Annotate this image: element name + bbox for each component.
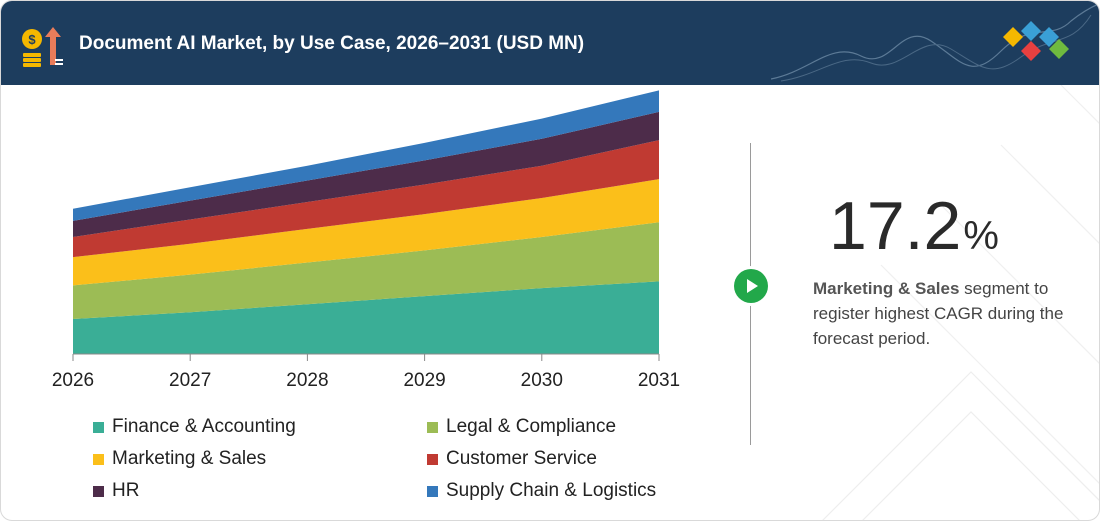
area-series-4: [73, 111, 659, 237]
area-series-3: [73, 140, 659, 258]
legend-swatch: [427, 485, 438, 497]
header-wave-decoration: [771, 3, 1099, 82]
cagr-description: Marketing & Sales segment to register hi…: [813, 276, 1073, 351]
legend-label: Legal & Compliance: [446, 416, 617, 437]
brand-logo: [1003, 21, 1069, 61]
chart-areas: [73, 90, 659, 354]
play-icon: [747, 279, 758, 293]
svg-text:$: $: [28, 32, 36, 47]
legend-swatch: [93, 453, 104, 465]
legend-item: HR: [93, 479, 139, 503]
legend-swatch: [93, 485, 104, 497]
legend-label: Finance & Accounting: [112, 416, 296, 437]
area-series-0: [73, 281, 659, 354]
legend-item: Customer Service: [427, 447, 597, 471]
legend-swatch: [93, 421, 104, 433]
highlight-text: segment to register highest CAGR during …: [813, 279, 1064, 348]
legend-item: Marketing & Sales: [93, 447, 266, 471]
legend-label: Customer Service: [446, 448, 597, 469]
x-axis-ticks: 2026 2027 2028 2029 2030 2031: [52, 354, 680, 391]
cagr-unit: %: [963, 214, 999, 258]
legend-label: HR: [112, 480, 140, 501]
x-tick-label: 2029: [403, 370, 445, 391]
area-series-1: [73, 222, 659, 320]
x-tick-label: 2027: [169, 370, 211, 391]
legend-item: Finance & Accounting: [93, 415, 296, 439]
background-decoration: [822, 85, 1099, 520]
legend-label: Marketing & Sales: [112, 448, 267, 469]
page-title: Document AI Market, by Use Case, 2026–20…: [79, 33, 585, 54]
x-tick-label: 2030: [521, 370, 563, 391]
header-bar: $ Document AI Market, by Use Case, 2026–…: [1, 1, 1099, 85]
legend-item: Supply Chain & Logistics: [427, 479, 656, 503]
highlight-segment: Marketing & Sales: [813, 279, 960, 298]
chart-legend: Finance & Accounting Legal & Compliance Ma…: [93, 415, 713, 515]
area-series-5: [73, 90, 659, 221]
x-tick-label: 2028: [286, 370, 328, 391]
cagr-stat: 17.2%: [829, 187, 999, 265]
legend-swatch: [427, 421, 438, 433]
money-growth-icon: $: [22, 27, 63, 67]
x-tick-label: 2026: [52, 370, 94, 391]
stacked-area-chart: 2026 2027 2028 2029 2030 2031: [52, 90, 680, 391]
cagr-value: 17.2: [829, 188, 962, 264]
legend-label: Supply Chain & Logistics: [446, 480, 657, 501]
legend-item: Legal & Compliance: [427, 415, 616, 439]
area-series-2: [73, 179, 659, 286]
play-button[interactable]: [734, 269, 768, 303]
legend-swatch: [427, 453, 438, 465]
x-tick-label: 2031: [638, 370, 680, 391]
